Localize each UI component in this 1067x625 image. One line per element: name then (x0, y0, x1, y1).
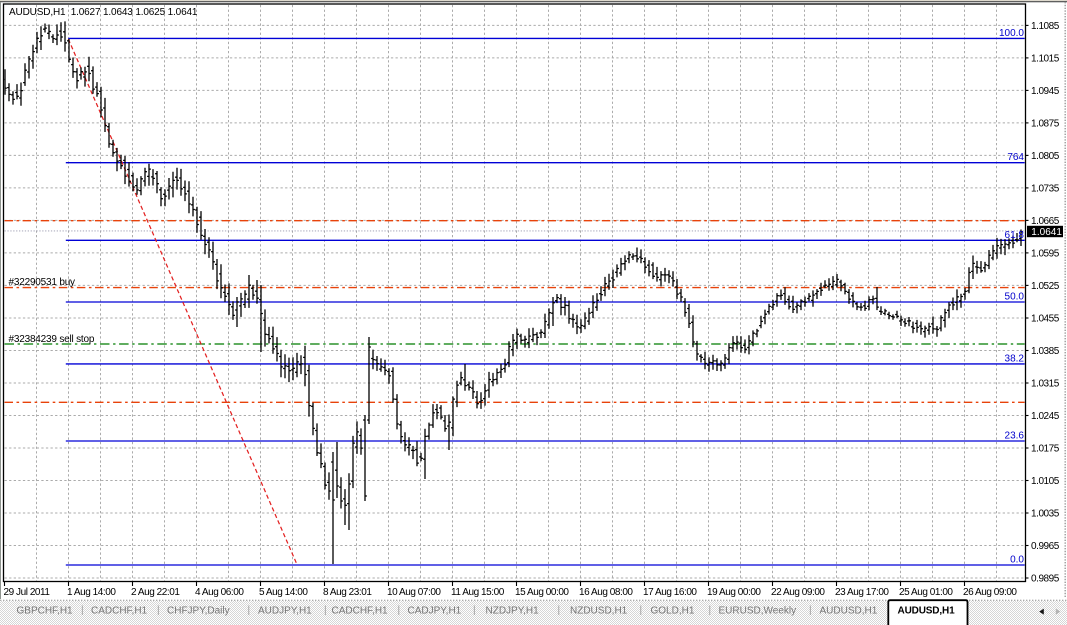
svg-text:|: | (398, 605, 401, 616)
svg-text:|: | (473, 605, 476, 616)
svg-text:1.0641: 1.0641 (1031, 227, 1062, 238)
svg-text:38.2: 38.2 (1005, 353, 1025, 364)
svg-text:100.0: 100.0 (999, 28, 1024, 39)
svg-text:#32290531 buy: #32290531 buy (9, 277, 76, 288)
svg-text:17 Aug 16:00: 17 Aug 16:00 (643, 587, 697, 598)
svg-text:5 Aug 14:00: 5 Aug 14:00 (259, 587, 308, 598)
svg-text:23.6: 23.6 (1005, 431, 1025, 442)
svg-text:1 Aug 14:00: 1 Aug 14:00 (67, 587, 116, 598)
svg-text:CADCHF,H1: CADCHF,H1 (332, 606, 389, 617)
svg-text:|: | (248, 605, 251, 616)
svg-text:AUDJPY,H1: AUDJPY,H1 (258, 606, 312, 617)
svg-text:EURUSD,Weekly: EURUSD,Weekly (719, 606, 797, 617)
svg-text:1.1085: 1.1085 (1031, 21, 1060, 32)
svg-text:25 Aug 01:00: 25 Aug 01:00 (899, 587, 953, 598)
svg-text:1.0525: 1.0525 (1031, 281, 1060, 292)
svg-text:AUDUSD,H1: AUDUSD,H1 (820, 606, 878, 617)
svg-text:GOLD,H1: GOLD,H1 (651, 606, 695, 617)
svg-text:0.9895: 0.9895 (1031, 574, 1060, 585)
svg-text:|: | (640, 605, 643, 616)
svg-text:50.0: 50.0 (1005, 292, 1025, 303)
svg-text:NZDUSD,H1: NZDUSD,H1 (570, 606, 628, 617)
svg-text:1.0175: 1.0175 (1031, 444, 1060, 455)
svg-text:11 Aug 15:00: 11 Aug 15:00 (451, 587, 505, 598)
svg-text:AUDUSD,H1: AUDUSD,H1 (898, 606, 956, 617)
svg-text:4 Aug 06:00: 4 Aug 06:00 (195, 587, 244, 598)
svg-text:1.0035: 1.0035 (1031, 509, 1060, 520)
svg-text:1.0455: 1.0455 (1031, 314, 1060, 325)
svg-text:|: | (324, 605, 327, 616)
svg-text:CHFJPY,Daily: CHFJPY,Daily (167, 606, 230, 617)
svg-text:1.0945: 1.0945 (1031, 86, 1060, 97)
svg-text:10 Aug 07:00: 10 Aug 07:00 (387, 587, 441, 598)
svg-text:1.0665: 1.0665 (1031, 216, 1060, 227)
svg-text:CADJPY,H1: CADJPY,H1 (408, 606, 462, 617)
svg-text:1.0595: 1.0595 (1031, 249, 1060, 260)
svg-text:15 Aug 00:00: 15 Aug 00:00 (515, 587, 569, 598)
svg-text:0.0: 0.0 (1010, 555, 1024, 566)
svg-text:CADCHF,H1: CADCHF,H1 (91, 606, 148, 617)
svg-text:|: | (157, 605, 160, 616)
svg-text:0.9965: 0.9965 (1031, 541, 1060, 552)
svg-text:1.0315: 1.0315 (1031, 379, 1060, 390)
svg-text:26 Aug 09:00: 26 Aug 09:00 (963, 587, 1017, 598)
svg-text:1.0805: 1.0805 (1031, 151, 1060, 162)
svg-text:1.0875: 1.0875 (1031, 119, 1060, 130)
svg-text:|: | (81, 605, 84, 616)
svg-text:|: | (558, 605, 561, 616)
svg-text:1.0105: 1.0105 (1031, 476, 1060, 487)
svg-text:16 Aug 08:00: 16 Aug 08:00 (579, 587, 633, 598)
svg-text:1.0735: 1.0735 (1031, 184, 1060, 195)
svg-text:1.0245: 1.0245 (1031, 411, 1060, 422)
svg-text:19 Aug 00:00: 19 Aug 00:00 (707, 587, 761, 598)
svg-text:61.8: 61.8 (1005, 230, 1025, 241)
svg-text:764: 764 (1007, 152, 1024, 163)
svg-text:2 Aug 22:01: 2 Aug 22:01 (131, 587, 180, 598)
svg-text:|: | (709, 605, 712, 616)
svg-text:29 Jul 2011: 29 Jul 2011 (4, 587, 51, 598)
svg-text:AUDUSD,H1 1.0627 1.0643 1.062: AUDUSD,H1 1.0627 1.0643 1.0625 1.0641 (9, 7, 198, 18)
svg-text:23 Aug 17:00: 23 Aug 17:00 (835, 587, 889, 598)
svg-text:|: | (809, 605, 812, 616)
svg-text:#32384239 sell stop: #32384239 sell stop (9, 334, 95, 345)
svg-text:NZDJPY,H1: NZDJPY,H1 (486, 606, 540, 617)
svg-text:8 Aug 23:01: 8 Aug 23:01 (323, 587, 372, 598)
svg-text:1.0385: 1.0385 (1031, 346, 1060, 357)
svg-text:22 Aug 09:00: 22 Aug 09:00 (771, 587, 825, 598)
svg-text:1.1015: 1.1015 (1031, 54, 1060, 65)
svg-text:GBPCHF,H1: GBPCHF,H1 (17, 606, 74, 617)
